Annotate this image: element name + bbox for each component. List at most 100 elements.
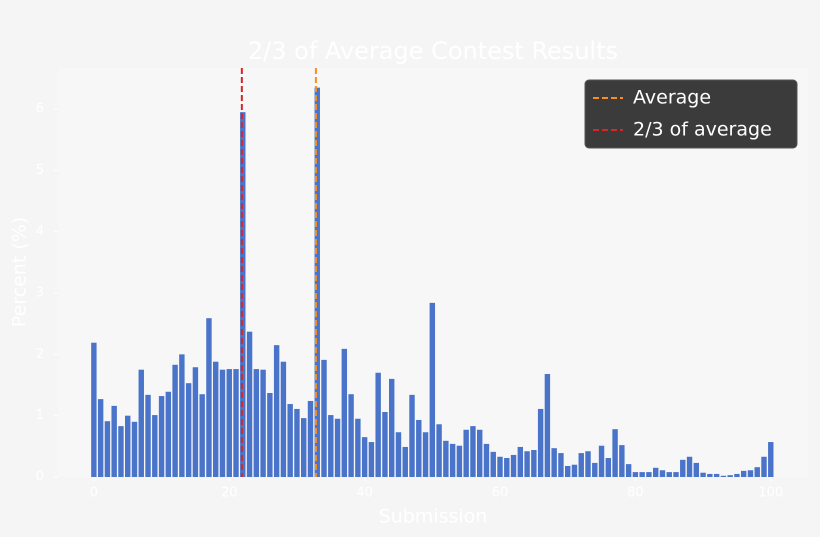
bar xyxy=(226,369,232,477)
bar xyxy=(192,367,199,477)
bar xyxy=(267,392,273,477)
bar xyxy=(273,345,280,477)
bar xyxy=(754,467,760,477)
bar xyxy=(544,373,551,477)
bar xyxy=(165,391,172,477)
bar xyxy=(422,432,429,477)
bar xyxy=(213,361,219,477)
bar xyxy=(517,446,524,477)
bar xyxy=(301,418,307,477)
bar xyxy=(138,369,144,477)
bar xyxy=(585,451,591,477)
bar xyxy=(463,429,469,477)
x-tick-label: 0 xyxy=(90,486,98,501)
bar xyxy=(646,472,652,477)
bar xyxy=(179,354,185,477)
bar xyxy=(341,348,348,477)
bar xyxy=(680,459,686,477)
bar xyxy=(470,426,476,477)
bar xyxy=(361,437,368,477)
bar xyxy=(693,462,700,477)
y-tick-label: 1 xyxy=(36,408,44,423)
bar xyxy=(348,394,354,477)
bar xyxy=(537,408,544,477)
bar xyxy=(592,462,598,477)
bar xyxy=(700,472,706,477)
y-tick-label: 0 xyxy=(36,470,44,485)
bar xyxy=(510,454,517,477)
bar xyxy=(125,415,131,477)
bar xyxy=(253,369,260,477)
bar xyxy=(558,453,564,477)
bar xyxy=(740,470,747,477)
x-tick-label: 100 xyxy=(758,486,783,501)
legend-label: Average xyxy=(633,87,711,109)
x-tick-label: 20 xyxy=(221,486,238,501)
bar xyxy=(720,475,727,477)
bar xyxy=(185,383,192,477)
bar xyxy=(768,442,774,477)
bar xyxy=(483,443,490,477)
bar xyxy=(260,369,266,477)
bar xyxy=(707,473,713,477)
bar xyxy=(152,415,158,477)
bar xyxy=(673,472,679,477)
bar xyxy=(233,369,239,477)
bar xyxy=(443,440,449,477)
bar xyxy=(368,442,375,477)
bar xyxy=(409,394,415,477)
bar xyxy=(131,421,138,477)
bar xyxy=(524,451,530,477)
bar xyxy=(564,465,571,477)
bar xyxy=(551,448,557,477)
bar xyxy=(578,453,584,477)
bar xyxy=(375,372,381,477)
bar xyxy=(734,473,740,477)
bar xyxy=(619,445,625,477)
bar xyxy=(605,457,612,477)
bar xyxy=(219,369,226,477)
bar xyxy=(652,467,659,477)
bar xyxy=(97,399,104,477)
legend-label: 2/3 of average xyxy=(633,119,772,141)
bar xyxy=(307,400,314,477)
bar xyxy=(111,405,117,477)
bar xyxy=(490,451,496,477)
bar xyxy=(686,456,693,477)
bar xyxy=(632,472,639,477)
bar xyxy=(118,426,124,477)
bar xyxy=(531,450,537,477)
bar xyxy=(436,424,442,477)
bar xyxy=(382,412,388,477)
bar xyxy=(429,302,436,477)
bar xyxy=(314,87,320,477)
bar xyxy=(659,470,666,477)
y-tick-label: 3 xyxy=(36,286,44,301)
bar xyxy=(747,470,754,477)
y-tick-label: 2 xyxy=(36,347,44,362)
bar xyxy=(206,318,212,477)
bar xyxy=(449,443,456,477)
bar xyxy=(497,456,503,477)
y-axis-label: Percent (%) xyxy=(9,217,31,327)
bar xyxy=(91,342,97,477)
bar xyxy=(456,445,463,477)
bar xyxy=(199,394,205,477)
chart-title: 2/3 of Average Contest Results xyxy=(248,37,618,65)
bar xyxy=(287,404,293,477)
bar xyxy=(334,418,341,477)
y-tick-label: 5 xyxy=(36,163,44,178)
bar xyxy=(504,457,510,477)
bar xyxy=(416,419,422,477)
bar xyxy=(666,472,672,477)
bar xyxy=(246,331,253,477)
bar xyxy=(402,446,408,477)
bar xyxy=(571,464,578,477)
legend-box xyxy=(584,79,798,149)
bar xyxy=(476,429,483,477)
bar xyxy=(612,429,618,477)
bar xyxy=(328,415,334,477)
y-tick-label: 4 xyxy=(36,224,44,239)
x-tick-label: 60 xyxy=(492,486,509,501)
